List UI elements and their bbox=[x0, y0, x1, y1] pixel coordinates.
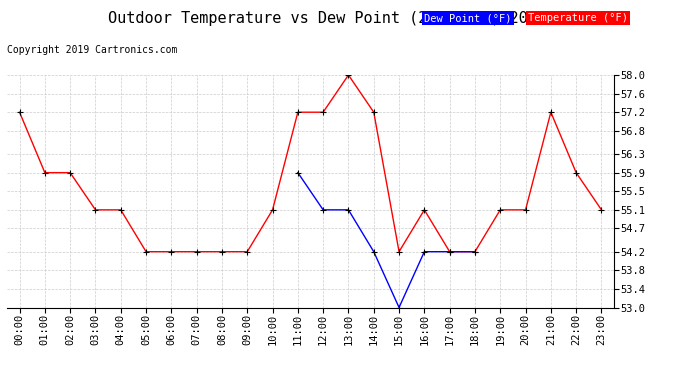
Text: Temperature (°F): Temperature (°F) bbox=[528, 13, 628, 23]
Text: Copyright 2019 Cartronics.com: Copyright 2019 Cartronics.com bbox=[7, 45, 177, 55]
Text: Outdoor Temperature vs Dew Point (24 Hours) 20191002: Outdoor Temperature vs Dew Point (24 Hou… bbox=[108, 11, 582, 26]
Text: Dew Point (°F): Dew Point (°F) bbox=[424, 13, 512, 23]
